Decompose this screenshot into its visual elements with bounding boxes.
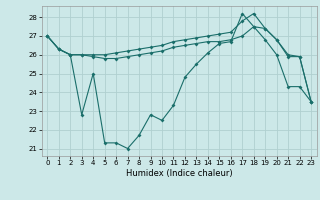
X-axis label: Humidex (Indice chaleur): Humidex (Indice chaleur) xyxy=(126,169,233,178)
